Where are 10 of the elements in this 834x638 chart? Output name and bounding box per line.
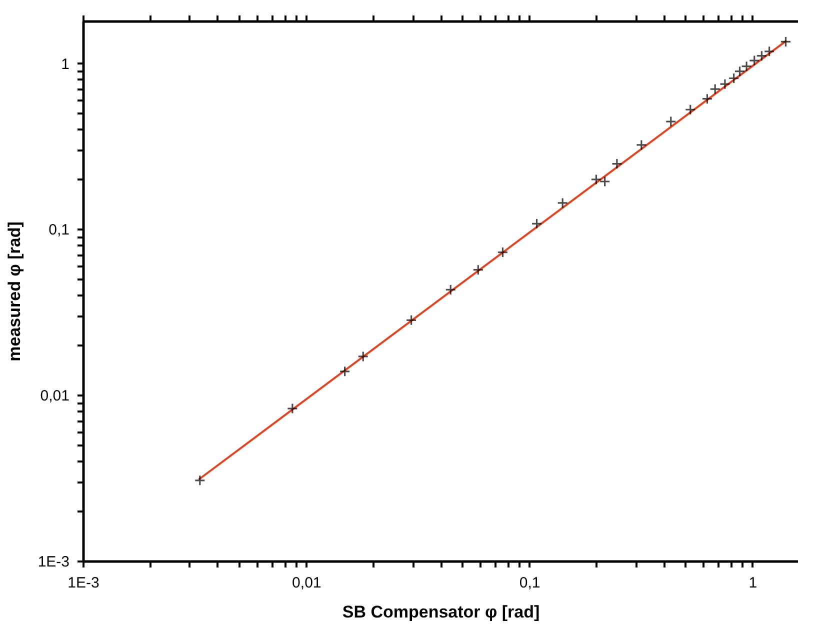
- y-tick-label: 0,1: [48, 222, 70, 239]
- x-tick-label: 1E-3: [68, 574, 100, 592]
- y-tick-label: 1: [61, 56, 70, 73]
- y-axis-title: measured φ [rad]: [4, 222, 24, 362]
- x-tick-label: 1: [748, 574, 758, 592]
- y-tick-label: 0,01: [40, 388, 70, 405]
- x-tick-label: 0,1: [519, 574, 540, 592]
- x-tick-label: 0,01: [292, 574, 322, 592]
- x-axis-title: SB Compensator φ [rad]: [342, 602, 540, 622]
- y-tick-label: 1E-3: [38, 554, 70, 570]
